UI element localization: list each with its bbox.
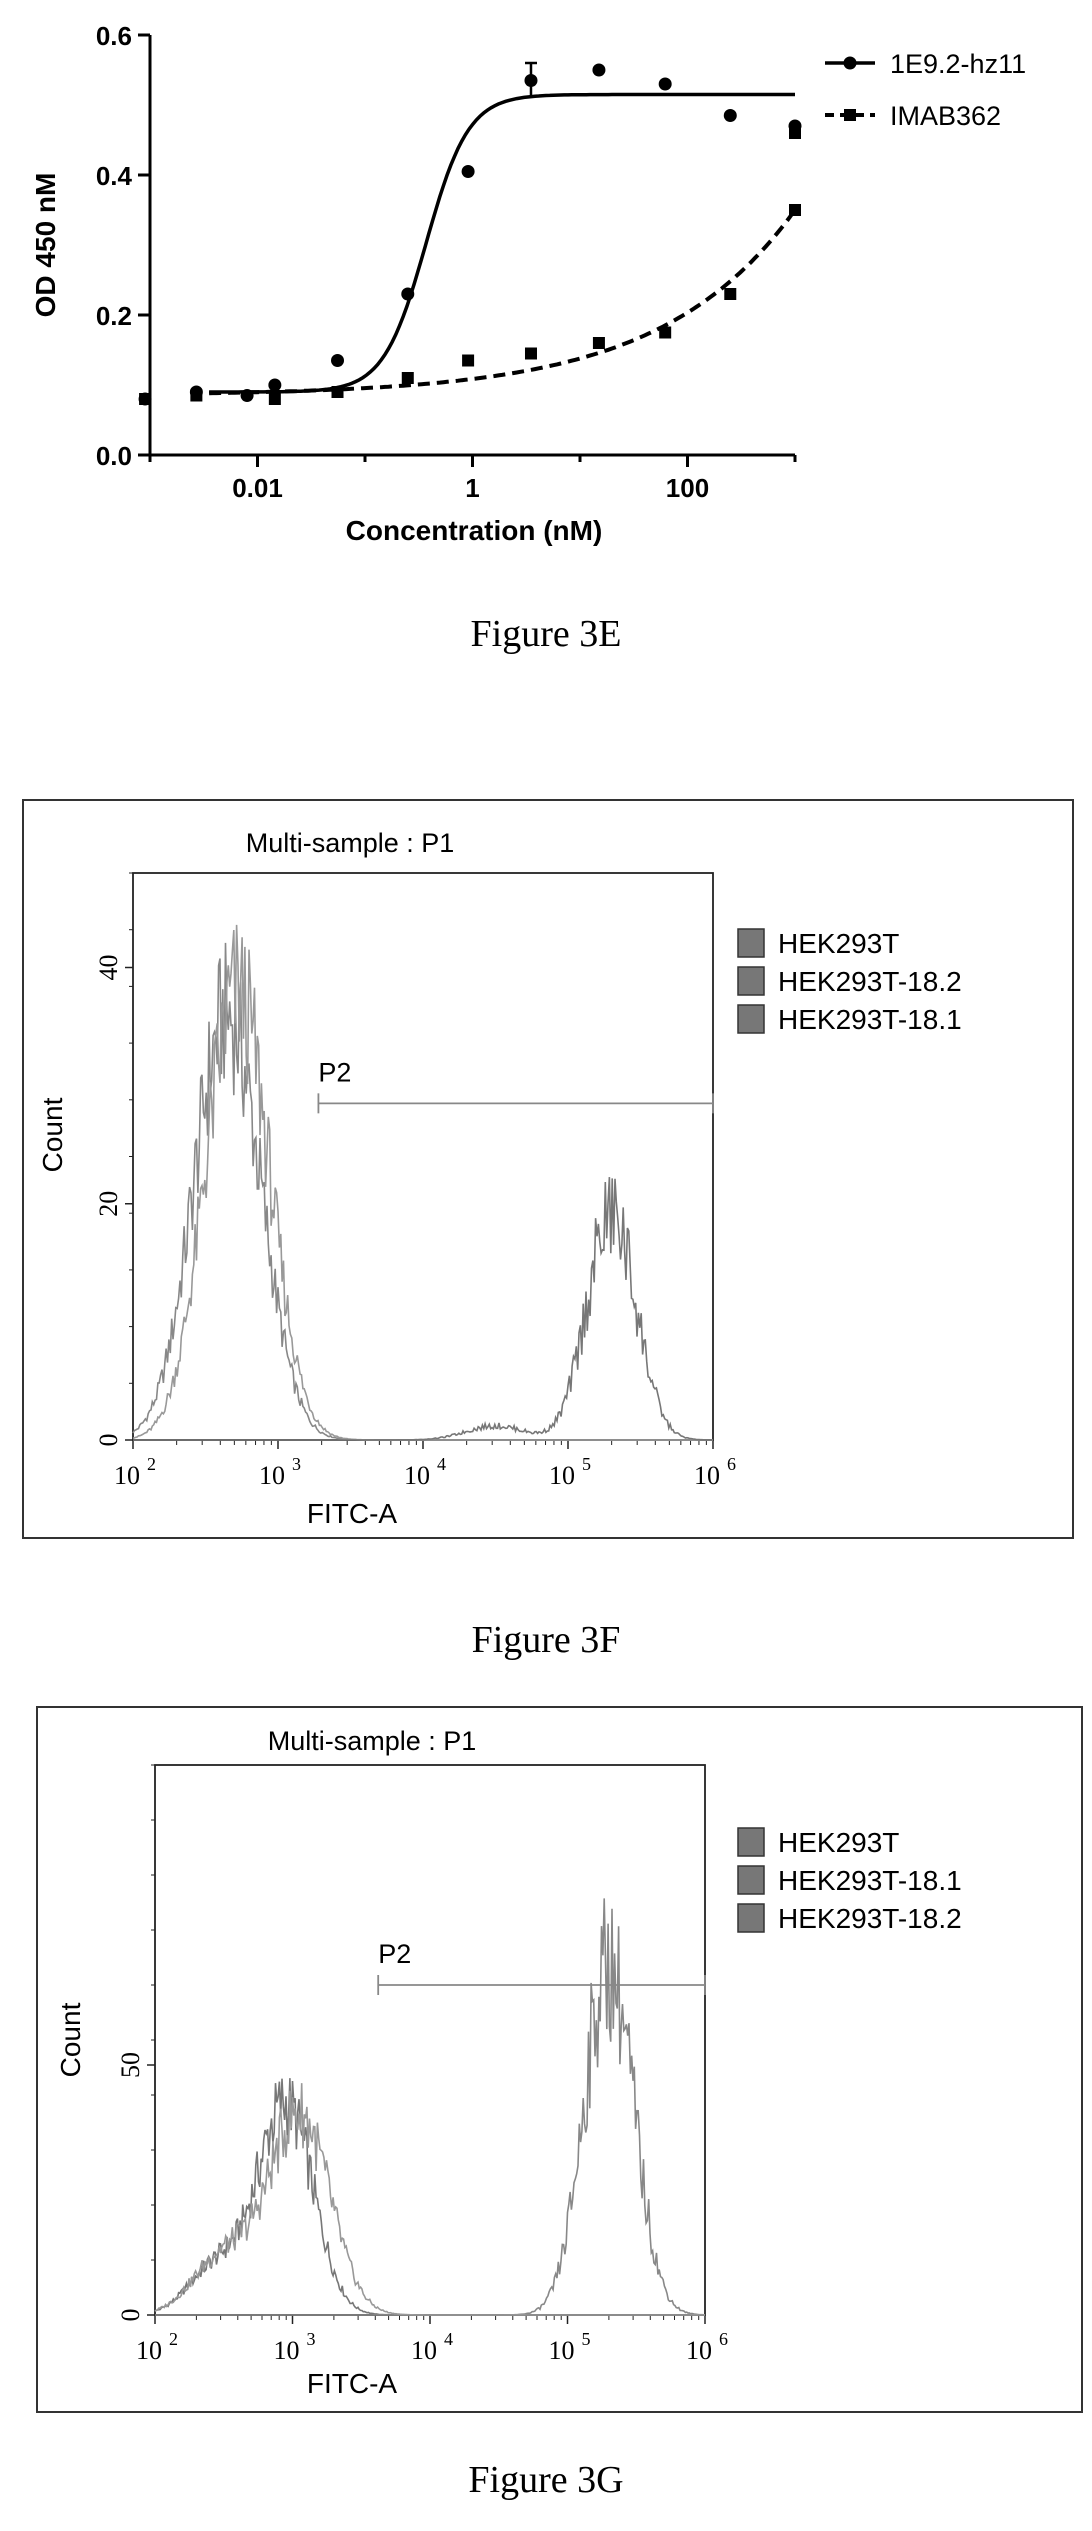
point-1E9.2-hz11 [592,63,606,77]
legend-swatch [737,1827,765,1857]
point-IMAB362 [462,354,475,367]
y-tick-label: 0 [94,1434,123,1447]
point-1E9.2-hz11 [268,378,282,392]
point-IMAB362 [331,386,344,398]
legend-IMAB362-label: IMAB362 [890,101,1001,131]
y-tick-label: 40 [94,955,123,981]
histogram-trace-HEK293T-18.1 [155,1898,705,2316]
legend-label: HEK293T-18.1 [778,1865,962,1896]
histogram-trace-HEK293T-18.1 [133,1177,713,1441]
chart-3g-ylabel: Count [55,2002,86,2077]
x-tick-exponent: 6 [719,2329,728,2349]
y-tick-label: 0.2 [96,301,132,331]
y-tick-label: 0.4 [96,161,133,191]
y-tick-label: 20 [94,1191,123,1217]
x-tick-label: 10 [404,1461,430,1490]
point-IMAB362 [724,288,737,300]
x-tick-exponent: 2 [147,1454,156,1474]
point-1E9.2-hz11 [401,287,415,301]
y-tick-label: 50 [116,2052,145,2078]
legend-label: HEK293T-18.2 [778,966,962,997]
point-1E9.2-hz11 [658,77,672,91]
x-tick-exponent: 3 [292,1454,301,1474]
point-1E9.2-hz11 [461,165,475,178]
chart-3f-marks: 0 20 40 10 2 10 3 10 4 10 5 10 6 P2 HEK293T HEK293T-18.… [94,872,962,1490]
legend-IMAB362-marker [844,109,856,121]
series-IMAB362-fit-line [209,208,797,396]
figure-3e-caption: Figure 3E [470,613,622,655]
legend-label: HEK293T-18.2 [778,1903,962,1934]
chart-3g-xlabel: FITC-A [307,2368,398,2399]
chart-3e-marks: 0.0 0.2 0.4 0.6 0.01 1 100 1E9.2-hz11 IMAB362 [96,21,1026,503]
chart-3f: 0 20 40 10 2 10 3 10 4 10 5 10 6 P2 HEK293T HEK293T-18.… [22,799,1074,1539]
y-tick-label: 0.0 [96,441,132,471]
gate-p2-label: P2 [378,1939,411,1969]
point-IMAB362 [789,127,801,139]
point-IMAB362 [592,337,605,349]
x-tick-label: 10 [274,2336,300,2365]
x-tick-exponent: 2 [169,2329,178,2349]
point-IMAB362 [789,204,801,216]
x-tick-label: 10 [411,2336,437,2365]
point-IMAB362 [190,389,203,402]
point-1E9.2-hz11 [524,74,538,87]
y-tick-label: 0.6 [96,21,132,51]
legend-swatch [737,1903,765,1933]
x-tick-label: 1 [465,473,479,503]
x-tick-label: 10 [136,2336,162,2365]
chart-3e: 0.0 0.2 0.4 0.6 0.01 1 100 1E9.2-hz11 IMAB362 Co… [30,21,1026,546]
legend-label: HEK293T [778,1827,899,1858]
legend-1E9.2-hz11-marker [843,56,857,70]
point-IMAB362 [268,393,281,405]
chart-3f-title: Multi-sample : P1 [246,828,455,858]
legend-swatch [737,1865,765,1895]
x-tick-label: 10 [694,1461,720,1490]
x-tick-exponent: 5 [582,1454,591,1474]
chart-3e-xlabel: Concentration (nM) [346,515,603,546]
point-IMAB362 [524,347,537,360]
x-tick-exponent: 4 [437,1454,446,1474]
point-IMAB362 [401,372,414,384]
x-tick-label: 10 [114,1461,140,1490]
figure-3g-caption: Figure 3G [468,2459,624,2501]
chart-3f-xlabel: FITC-A [307,1498,398,1529]
legend-label: HEK293T-18.1 [778,1004,962,1035]
histogram-trace-HEK293T-18.2 [154,2083,705,2316]
x-tick-label: 10 [686,2336,712,2365]
x-tick-label: 10 [259,1461,285,1490]
plot-box [154,1764,706,2316]
x-tick-exponent: 6 [727,1454,736,1474]
chart-3f-ylabel: Count [37,1097,68,1172]
x-tick-label: 10 [549,2336,575,2365]
legend-1E9.2-hz11-label: 1E9.2-hz11 [890,49,1026,79]
legend-swatch [737,1004,765,1034]
x-tick-label: 100 [666,473,709,503]
x-tick-exponent: 5 [582,2329,591,2349]
point-IMAB362 [139,393,152,405]
legend-swatch [737,966,765,996]
point-1E9.2-hz11 [331,354,345,367]
chart-3f-frame [22,799,1074,1539]
x-tick-exponent: 3 [307,2329,316,2349]
chart-3e-ylabel: OD 450 nM [30,173,61,318]
legend-label: HEK293T [778,928,899,959]
point-IMAB362 [659,326,672,339]
y-tick-label: 0 [116,2309,145,2322]
x-tick-exponent: 4 [444,2329,453,2349]
chart-3g-frame [36,1706,1083,2413]
figure-3f-caption: Figure 3F [471,1619,621,1661]
point-1E9.2-hz11 [723,109,737,122]
x-tick-label: 0.01 [232,473,283,503]
chart-3g-title: Multi-sample : P1 [268,1726,477,1756]
x-tick-label: 10 [549,1461,575,1490]
legend-swatch [737,928,765,958]
histogram-trace-HEK293T [154,2078,705,2316]
point-1E9.2-hz11 [240,389,254,402]
gate-p2-label: P2 [318,1057,351,1087]
chart-3g-marks: 0 50 10 2 10 3 10 4 10 5 10 6 P2 HEK293T HEK293T-18.1 H… [116,1764,962,2365]
